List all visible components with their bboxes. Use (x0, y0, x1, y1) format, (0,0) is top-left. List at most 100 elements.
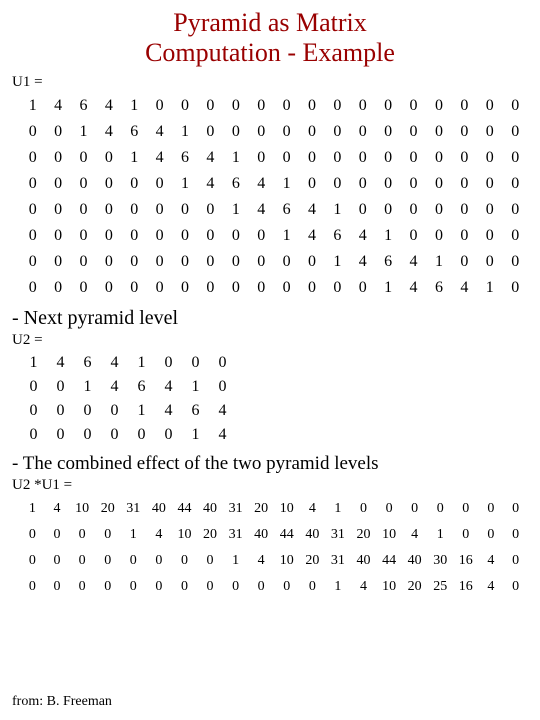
matrix-cell: 20 (95, 496, 121, 522)
matrix-cell: 0 (69, 574, 95, 600)
matrix-cell: 0 (47, 399, 74, 423)
matrix-cell: 4 (479, 574, 504, 600)
matrix-cell: 0 (477, 119, 502, 145)
matrix-cell: 0 (172, 548, 198, 574)
matrix-cell: 4 (45, 93, 70, 119)
matrix-cell: 0 (249, 145, 274, 171)
matrix-cell: 1 (20, 496, 45, 522)
matrix-cell: 0 (71, 249, 96, 275)
matrix-cell: 0 (426, 223, 451, 249)
matrix-cell: 0 (477, 197, 502, 223)
matrix-cell: 16 (453, 574, 479, 600)
matrix-cell: 0 (477, 171, 502, 197)
matrix-row: 00001410203140444031201041000 (20, 522, 528, 548)
matrix-cell: 4 (45, 496, 70, 522)
matrix-cell: 0 (503, 496, 528, 522)
matrix-cell: 4 (350, 223, 375, 249)
matrix-cell: 10 (69, 496, 95, 522)
matrix-cell: 4 (350, 249, 375, 275)
matrix-cell: 4 (96, 93, 121, 119)
matrix-cell: 0 (502, 171, 528, 197)
matrix-row: 000000000000141020251640 (20, 574, 528, 600)
matrix-cell: 0 (20, 275, 45, 301)
matrix-row: 00000014641000000000 (20, 171, 528, 197)
matrix-cell: 4 (146, 522, 172, 548)
matrix-cell: 0 (45, 548, 70, 574)
matrix-cell: 0 (74, 399, 101, 423)
matrix-cell: 0 (502, 119, 528, 145)
matrix-cell: 0 (20, 223, 45, 249)
matrix-cell: 44 (274, 522, 300, 548)
matrix-cell: 0 (69, 548, 95, 574)
matrix-cell: 0 (96, 145, 121, 171)
matrix-cell: 0 (375, 197, 400, 223)
matrix-cell: 1 (172, 119, 197, 145)
matrix-cell: 0 (426, 145, 451, 171)
matrix-row: 14102031404440312010410000000 (20, 496, 528, 522)
matrix-row: 00000000000014641000 (20, 249, 528, 275)
matrix-cell: 6 (325, 223, 350, 249)
matrix-cell: 4 (209, 423, 236, 447)
matrix-cell: 0 (350, 171, 375, 197)
matrix-cell: 6 (426, 275, 451, 301)
matrix-cell: 0 (95, 548, 121, 574)
matrix-cell: 0 (20, 548, 45, 574)
matrix-cell: 0 (71, 197, 96, 223)
matrix-cell: 1 (325, 197, 350, 223)
matrix-cell: 0 (453, 522, 479, 548)
matrix-cell: 0 (47, 375, 74, 399)
matrix-cell: 25 (427, 574, 453, 600)
note-next-level: - Next pyramid level (12, 307, 528, 330)
matrix-cell: 0 (172, 223, 197, 249)
matrix-cell: 4 (198, 171, 223, 197)
matrix-cell: 0 (45, 275, 70, 301)
matrix-cell: 0 (147, 275, 172, 301)
matrix-cell: 10 (376, 522, 402, 548)
matrix-cell: 0 (45, 223, 70, 249)
matrix-cell: 0 (376, 496, 402, 522)
matrix-cell: 0 (351, 496, 377, 522)
matrix-cell: 0 (45, 197, 70, 223)
matrix-cell: 4 (155, 399, 182, 423)
matrix-cell: 1 (121, 522, 147, 548)
matrix-cell: 0 (325, 119, 350, 145)
matrix-cell: 0 (96, 249, 121, 275)
matrix-cell: 0 (96, 197, 121, 223)
matrix-cell: 40 (197, 496, 223, 522)
u1-label: U1 = (12, 74, 528, 91)
matrix-cell: 0 (274, 275, 299, 301)
matrix-cell: 0 (426, 119, 451, 145)
matrix-cell: 44 (172, 496, 198, 522)
matrix-cell: 16 (453, 548, 479, 574)
matrix-cell: 0 (401, 93, 426, 119)
matrix-cell: 4 (401, 275, 426, 301)
matrix-cell: 0 (147, 223, 172, 249)
matrix-cell: 0 (71, 171, 96, 197)
matrix-cell: 0 (426, 197, 451, 223)
matrix-cell: 6 (172, 145, 197, 171)
matrix-cell: 4 (402, 522, 428, 548)
matrix-cell: 1 (172, 171, 197, 197)
matrix-cell: 10 (274, 548, 300, 574)
matrix-cell: 0 (375, 145, 400, 171)
matrix-cell: 0 (146, 548, 172, 574)
matrix-cell: 0 (172, 197, 197, 223)
matrix-cell: 0 (452, 119, 477, 145)
matrix-cell: 0 (452, 249, 477, 275)
matrix-cell: 0 (274, 119, 299, 145)
matrix-cell: 0 (502, 223, 528, 249)
matrix-cell: 0 (20, 171, 45, 197)
matrix-cell: 0 (249, 249, 274, 275)
matrix-cell: 10 (172, 522, 198, 548)
matrix-cell: 0 (95, 574, 121, 600)
matrix-cell: 4 (479, 548, 504, 574)
matrix-cell: 1 (122, 93, 147, 119)
u2u1-label: U2 *U1 = (12, 477, 528, 494)
matrix-cell: 1 (128, 399, 155, 423)
matrix-cell: 0 (479, 496, 504, 522)
matrix-cell: 0 (223, 249, 248, 275)
matrix-cell: 0 (147, 171, 172, 197)
matrix-cell: 4 (249, 171, 274, 197)
matrix-cell: 4 (401, 249, 426, 275)
matrix-cell: 0 (172, 249, 197, 275)
